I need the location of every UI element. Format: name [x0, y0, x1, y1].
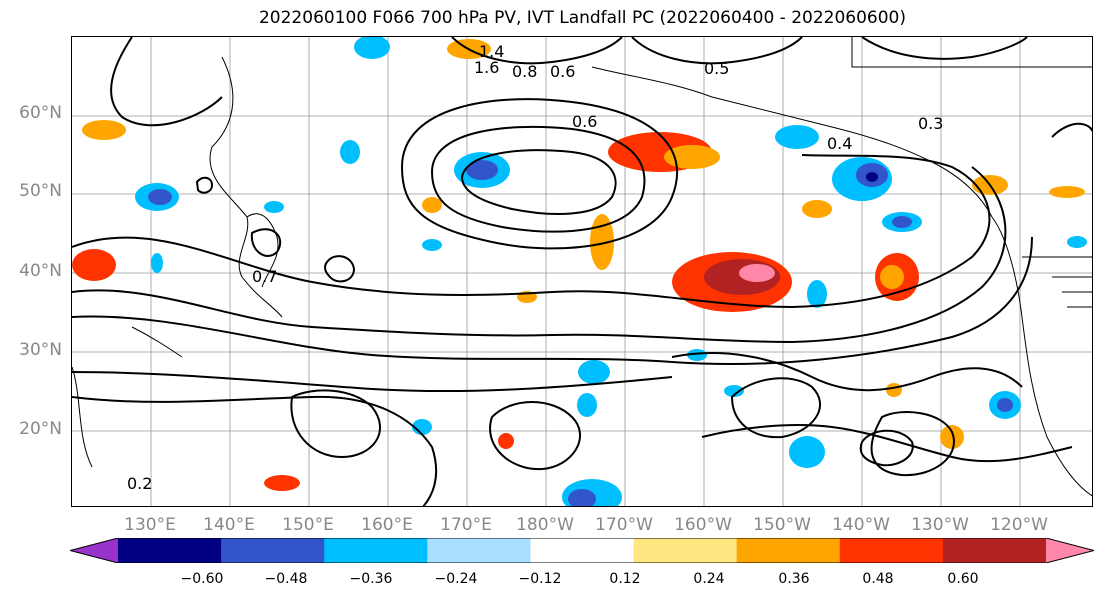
lon-label-170e: 170°E [440, 515, 492, 535]
colorbar-tick-neg-0-12: −0.12 [518, 571, 562, 587]
colorbar-segment [736, 538, 841, 563]
colorbar-tick-0-24: 0.24 [693, 571, 725, 587]
graticule [72, 37, 1092, 506]
colorbar-tick-neg-0-24: −0.24 [434, 571, 478, 587]
lat-label-30n: 30°N [19, 340, 62, 360]
contour-label-1-4: 1.4 [479, 42, 504, 61]
lon-label-140w: 140°W [832, 515, 890, 535]
lon-label-130e: 130°E [124, 515, 176, 535]
lat-label-50n: 50°N [19, 181, 62, 201]
colorbar-tick-0-60: 0.60 [947, 571, 979, 587]
lon-label-170w: 170°W [595, 515, 653, 535]
colorbar-segment [839, 538, 944, 563]
lat-label-40n: 40°N [19, 261, 62, 281]
colorbar-segment [942, 538, 1047, 563]
contour-label-1-6: 1.6 [474, 58, 499, 77]
map-panel: 1.4 1.6 0.8 0.6 0.5 0.4 0.3 0.2 0.7 0.6 [71, 36, 1093, 507]
lon-label-120w: 120°W [990, 515, 1048, 535]
shaded-anomalies [72, 37, 1087, 506]
colorbar-extend-max [1046, 538, 1094, 563]
contour-label-0-2: 0.2 [127, 474, 152, 493]
lon-label-180w: 180°W [516, 515, 574, 535]
colorbar-extend-min [70, 538, 118, 563]
colorbar-tick-neg-0-60: −0.60 [180, 571, 224, 587]
contour-label-0-7: 0.7 [252, 267, 277, 286]
colorbar-tick-0-12: 0.12 [609, 571, 641, 587]
contour-label-0-6b: 0.6 [572, 112, 597, 131]
colorbar-segment [530, 538, 635, 563]
colorbar-segment [324, 538, 428, 563]
contour-label-0-6: 0.6 [550, 62, 575, 81]
lon-label-150w: 150°W [753, 515, 811, 535]
lat-label-20n: 20°N [19, 419, 62, 439]
lon-label-130w: 130°W [911, 515, 969, 535]
lon-label-140e: 140°E [203, 515, 255, 535]
lon-label-150e: 150°E [282, 515, 334, 535]
lat-label-60n: 60°N [19, 103, 62, 123]
map-title: 2022060100 F066 700 hPa PV, IVT Landfall… [258, 8, 906, 28]
colorbar-tick-neg-0-48: −0.48 [264, 571, 308, 587]
pv-contours [72, 37, 1092, 506]
contour-label-group: 1.4 1.6 0.8 0.6 0.5 0.4 0.3 0.2 0.7 0.6 [127, 42, 943, 493]
colorbar-segment [221, 538, 325, 563]
colorbar-graphic [68, 537, 1096, 564]
contour-label-0-3: 0.3 [918, 114, 943, 133]
contour-label-0-4: 0.4 [827, 134, 852, 153]
lon-label-160w: 160°W [674, 515, 732, 535]
colorbar-tick-neg-0-36: −0.36 [349, 571, 393, 587]
coastlines [72, 37, 1092, 497]
lon-label-160e: 160°E [361, 515, 413, 535]
colorbar-segment [427, 538, 531, 563]
contour-label-0-8: 0.8 [512, 62, 537, 81]
map-graphic: 1.4 1.6 0.8 0.6 0.5 0.4 0.3 0.2 0.7 0.6 [72, 37, 1092, 506]
contour-label-0-5: 0.5 [704, 59, 729, 78]
colorbar-tick-0-36: 0.36 [778, 571, 810, 587]
colorbar-segment [633, 538, 738, 563]
colorbar [68, 537, 1096, 564]
colorbar-segment [118, 538, 222, 563]
colorbar-tick-0-48: 0.48 [862, 571, 894, 587]
